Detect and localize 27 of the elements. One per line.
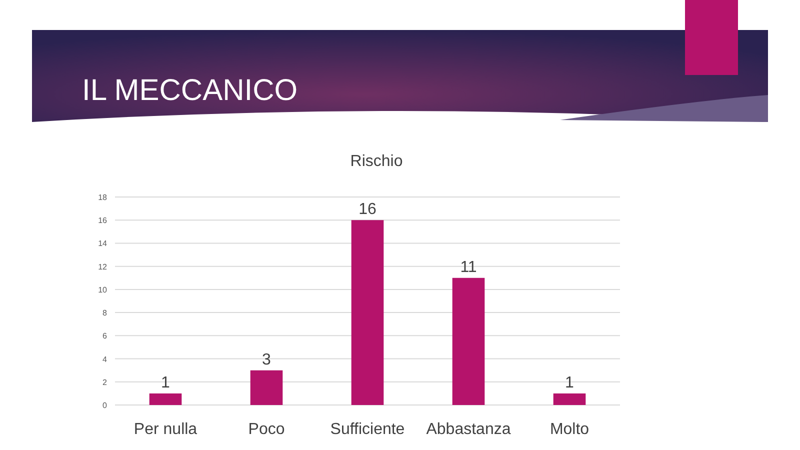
- y-tick-label: 16: [98, 216, 108, 226]
- x-tick-label: Sufficiente: [330, 421, 405, 438]
- data-label: 16: [358, 201, 376, 218]
- y-tick-label: 10: [98, 285, 108, 294]
- y-tick-label: 2: [102, 378, 108, 387]
- x-tick-label: Abbastanza: [426, 421, 511, 438]
- x-tick-label: Per nulla: [134, 421, 198, 438]
- bar: [351, 220, 384, 405]
- data-label: 3: [262, 351, 272, 368]
- bar: [452, 278, 485, 405]
- y-tick-label: 0: [102, 401, 108, 410]
- y-tick-label: 18: [98, 193, 108, 202]
- x-tick-label: Molto: [550, 421, 590, 438]
- x-tick-label: Poco: [248, 421, 285, 438]
- y-tick-label: 14: [98, 239, 108, 248]
- bar: [553, 393, 586, 405]
- y-tick-label: 6: [102, 332, 108, 341]
- data-label: 1: [161, 374, 170, 392]
- y-tick-label: 4: [102, 354, 108, 364]
- chart-title: IL MECCANICO: [82, 74, 298, 107]
- bar: [250, 370, 283, 405]
- bar: [149, 393, 182, 405]
- data-label: 11: [460, 258, 477, 276]
- data-label: 1: [565, 374, 574, 392]
- y-tick-label: 12: [98, 262, 108, 272]
- y-tick-label: 8: [102, 308, 108, 318]
- chart-subtitle: Rischio: [350, 153, 403, 170]
